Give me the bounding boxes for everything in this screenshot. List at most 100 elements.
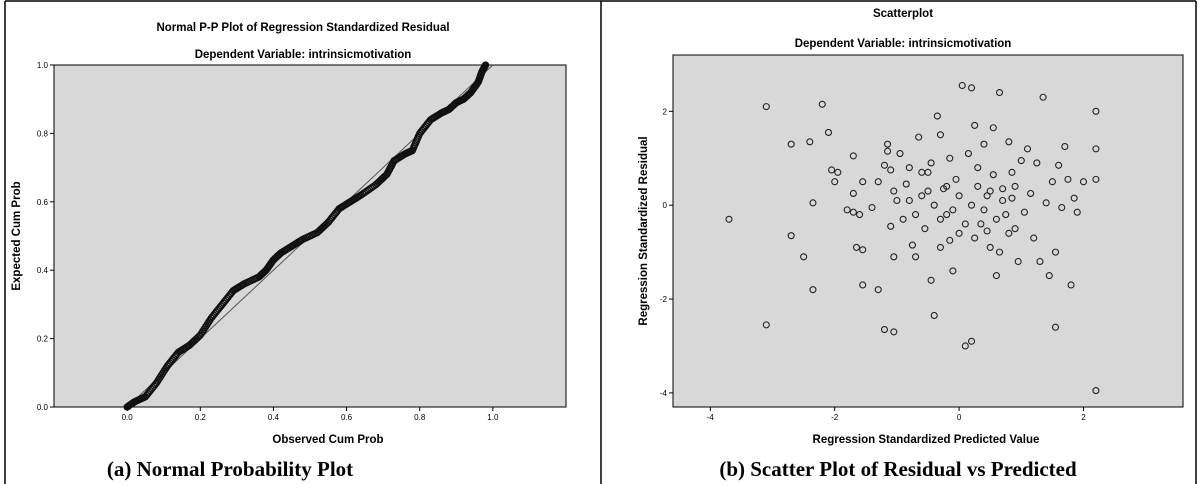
pp-y-tick-label: 1.0	[37, 61, 49, 70]
scatter-point	[762, 321, 770, 329]
scatter-x-axis: -4 -2 0 2	[707, 407, 1086, 422]
scatter-point	[924, 187, 932, 195]
scatter-point	[936, 243, 944, 251]
scatter-point	[992, 272, 1000, 280]
pp-x-tick-label: 0.4	[268, 413, 280, 422]
scatter-point	[989, 171, 997, 179]
scatter-point	[859, 281, 867, 289]
scatter-x-tick-label: 0	[957, 413, 962, 422]
scatter-point	[971, 234, 979, 242]
pp-y-tick-label: 0.2	[37, 335, 49, 344]
scatter-point	[1011, 182, 1019, 190]
scatter-point	[999, 196, 1007, 205]
scatter-point	[1008, 194, 1016, 202]
scatter-point	[918, 192, 926, 200]
scatter-point	[1070, 194, 1078, 202]
pp-data-series	[123, 61, 490, 411]
scatter-point	[1030, 234, 1038, 242]
scatter-point	[896, 150, 904, 158]
scatter-point	[980, 140, 988, 148]
scatter-point	[1064, 175, 1072, 183]
pp-x-tick-label: 0.2	[195, 413, 207, 422]
scatter-y-axis: -4 -2 0 2	[660, 107, 673, 398]
scatter-point	[762, 103, 770, 111]
scatter-point	[992, 215, 1000, 223]
scatter-point	[1045, 272, 1053, 280]
scatter-point	[1036, 257, 1044, 266]
scatter-point	[986, 243, 994, 251]
scatter-point	[1017, 157, 1025, 165]
scatter-title: Scatterplot	[873, 8, 933, 20]
scatter-point	[1023, 145, 1032, 153]
scatter-point	[1073, 208, 1081, 216]
pp-x-tick-label: 1.0	[487, 413, 499, 422]
pp-plot: Normal P-P Plot of Regression Standardiz…	[11, 22, 567, 481]
scatter-point	[955, 192, 963, 200]
scatter-point	[1014, 257, 1022, 266]
scatter-point	[1079, 178, 1088, 186]
scatter-point	[787, 232, 795, 240]
scatter-point	[899, 215, 907, 223]
scatter-point	[927, 159, 935, 167]
scatter-point	[831, 178, 839, 186]
scatter-point	[828, 166, 836, 174]
scatter-x-tick-label: -4	[707, 413, 715, 422]
scatter-point	[887, 166, 895, 174]
scatter-point	[949, 206, 957, 214]
scatter-point	[967, 337, 976, 345]
scatter-point	[961, 342, 969, 350]
scatter-point	[918, 168, 926, 176]
scatter-point	[995, 248, 1004, 256]
scatter-point	[977, 220, 985, 228]
scatter-point	[930, 311, 938, 320]
scatter-point	[1033, 159, 1041, 167]
scatter-y-tick-label: 0	[663, 201, 668, 210]
scatter-point	[884, 140, 892, 148]
scatter-point	[952, 175, 960, 183]
scatter-point	[1005, 138, 1013, 146]
scatter-point	[887, 222, 895, 230]
scatter-plot: Scatterplot Dependent Variable: intrinsi…	[638, 8, 1184, 481]
pp-y-tick-label: 0.4	[37, 266, 49, 275]
scatter-subtitle: Dependent Variable: intrinsicmotivation	[795, 38, 1012, 50]
pp-y-tick-label: 0.0	[37, 403, 49, 412]
scatter-point	[967, 84, 976, 92]
scatter-y-label: Regression Standardized Residual	[638, 136, 650, 325]
scatter-point	[989, 124, 997, 132]
scatter-point	[974, 164, 982, 172]
scatter-point	[955, 229, 963, 237]
table-borders	[4, 0, 1197, 484]
scatter-point	[1051, 323, 1060, 331]
scatter-point	[933, 112, 941, 120]
scatter-point	[1058, 203, 1066, 212]
scatter-data-series	[725, 81, 1100, 395]
scatter-point	[905, 196, 913, 205]
scatter-point	[884, 147, 892, 155]
scatter-point	[921, 225, 929, 233]
scatter-point	[824, 128, 833, 136]
scatter-point	[809, 199, 817, 207]
scatter-point	[905, 164, 913, 172]
pp-x-axis: 0.0 0.2 0.4 0.6 0.8 1.0	[122, 407, 499, 422]
scatter-point	[1027, 189, 1035, 198]
scatter-point	[818, 100, 826, 108]
scatter-point	[983, 227, 991, 235]
scatter-point	[949, 267, 957, 275]
caption-a: (a) Normal Probability Plot	[107, 457, 353, 481]
pp-subtitle: Dependent Variable: intrinsicmotivation	[195, 49, 412, 61]
scatter-point	[1008, 168, 1016, 176]
scatter-point	[915, 133, 923, 141]
scatter-point	[971, 121, 979, 129]
scatter-y-tick-label: -4	[660, 389, 668, 398]
scatter-point	[961, 220, 969, 228]
scatter-point	[908, 241, 917, 249]
scatter-point	[946, 154, 954, 162]
scatter-point	[1055, 161, 1063, 169]
pp-x-tick-label: 0.6	[341, 413, 353, 422]
scatter-point	[943, 182, 951, 190]
pp-y-label: Expected Cum Prob	[11, 181, 23, 290]
scatter-x-label: Regression Standardized Predicted Value	[813, 434, 1040, 446]
pp-y-tick-label: 0.6	[37, 198, 49, 207]
scatter-y-tick-label: 2	[663, 107, 668, 116]
scatter-point	[1011, 225, 1019, 233]
